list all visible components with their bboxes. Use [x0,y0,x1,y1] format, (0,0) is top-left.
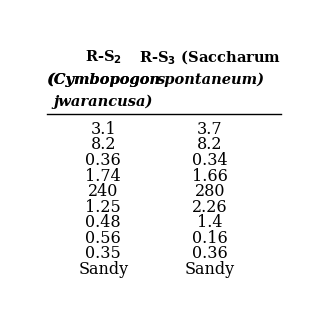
Text: 1.4: 1.4 [197,214,223,231]
Text: Sandy: Sandy [78,261,128,278]
Text: 0.16: 0.16 [192,230,228,247]
Text: 0.36: 0.36 [85,152,121,169]
Text: (Cymbopogon: (Cymbopogon [47,73,160,87]
Text: 8.2: 8.2 [91,136,116,154]
Text: 8.2: 8.2 [197,136,223,154]
Text: 0.48: 0.48 [85,214,121,231]
Text: spontaneum): spontaneum) [156,73,264,87]
Text: 240: 240 [88,183,118,200]
Text: 3.7: 3.7 [197,121,223,138]
Text: 0.35: 0.35 [85,245,121,262]
Text: 0.34: 0.34 [192,152,228,169]
Text: 0.56: 0.56 [85,230,121,247]
Text: (⁠​Cymbopogon: (⁠​Cymbopogon [47,73,160,87]
Text: 280: 280 [195,183,225,200]
Text: Sandy: Sandy [185,261,235,278]
Text: 1.66: 1.66 [192,167,228,185]
Text: jwarancusa): jwarancusa) [53,95,153,109]
Text: 0.36: 0.36 [192,245,228,262]
Text: 1.74: 1.74 [85,167,121,185]
Text: 3.1: 3.1 [91,121,116,138]
Text: R-S$_\mathbf{3}$ (Saccharum: R-S$_\mathbf{3}$ (Saccharum [139,48,281,67]
Text: R-S$_\mathbf{2}$: R-S$_\mathbf{2}$ [85,48,122,66]
Text: 2.26: 2.26 [192,198,228,216]
Text: 1.25: 1.25 [85,198,121,216]
